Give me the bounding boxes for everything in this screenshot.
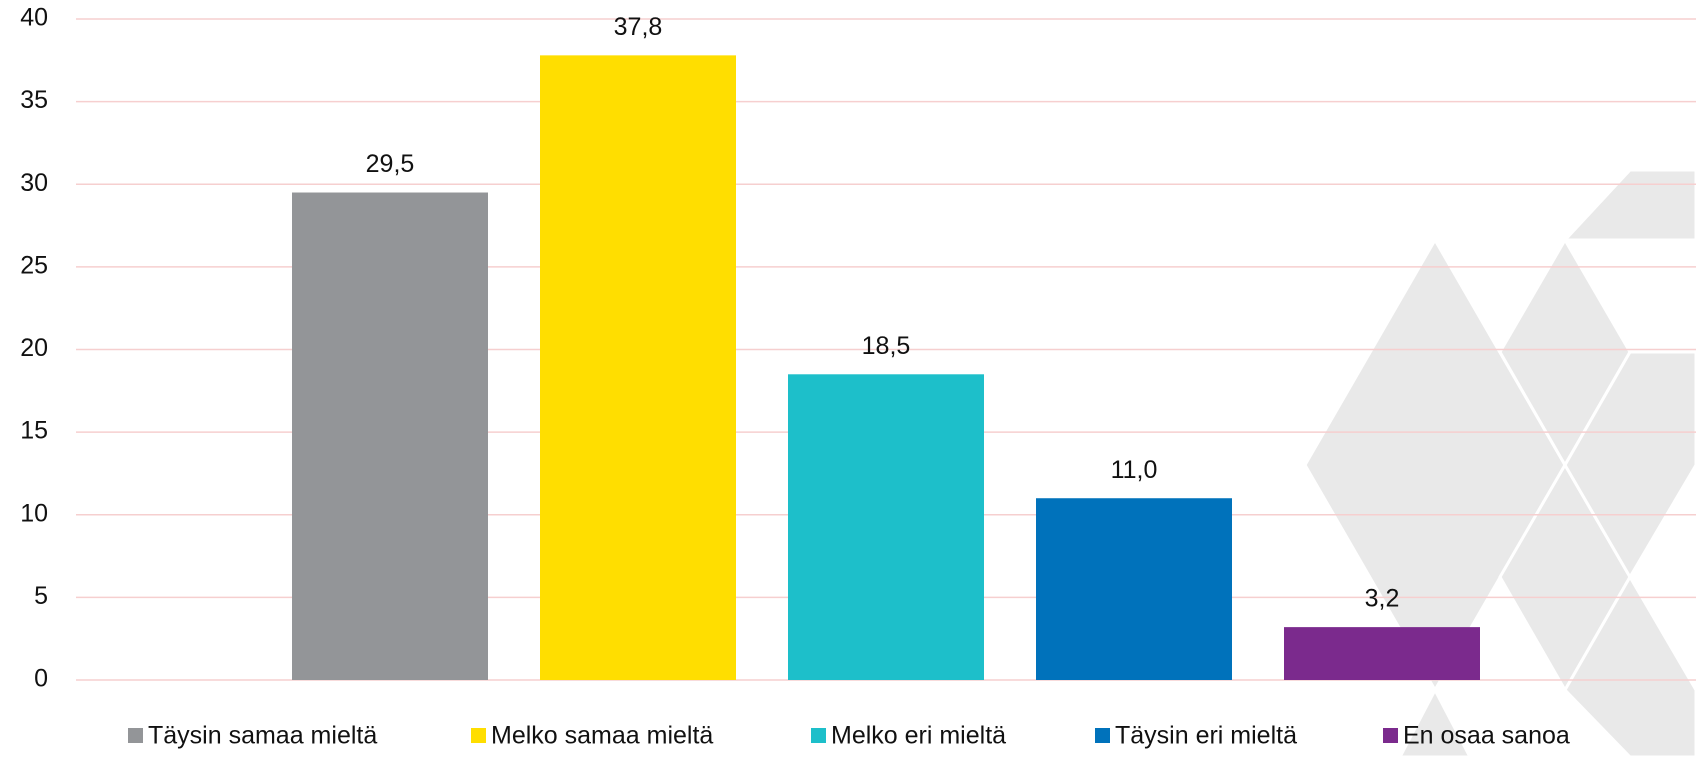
legend-swatch xyxy=(1383,728,1398,743)
data-label: 18,5 xyxy=(862,332,911,360)
legend-label: Täysin samaa mieltä xyxy=(148,722,377,750)
y-tick-label: 30 xyxy=(20,169,48,197)
data-label: 11,0 xyxy=(1111,456,1158,484)
data-label: 37,8 xyxy=(614,13,663,41)
bar xyxy=(540,55,736,681)
y-tick-label: 20 xyxy=(20,334,48,362)
y-tick-label: 40 xyxy=(20,4,48,32)
bar xyxy=(788,374,984,680)
y-tick-label: 15 xyxy=(20,417,48,445)
bar xyxy=(1284,627,1480,680)
data-label: 29,5 xyxy=(366,150,415,178)
legend-swatch xyxy=(811,728,826,743)
data-label: 3,2 xyxy=(1365,585,1400,613)
legend-label: En osaa sanoa xyxy=(1403,722,1570,750)
bar xyxy=(1036,498,1232,680)
legend-swatch xyxy=(471,728,486,743)
y-tick-label: 35 xyxy=(20,86,48,114)
legend-label: Täysin eri mieltä xyxy=(1115,722,1297,750)
legend-label: Melko eri mieltä xyxy=(831,722,1006,750)
background-decoration xyxy=(1303,168,1696,757)
y-tick-label: 5 xyxy=(34,582,48,610)
bar xyxy=(292,192,488,680)
legend-label: Melko samaa mieltä xyxy=(491,722,713,750)
legend-swatch xyxy=(1095,728,1110,743)
legend-swatch xyxy=(128,728,143,743)
y-tick-label: 0 xyxy=(34,665,48,693)
y-tick-label: 10 xyxy=(20,499,48,527)
y-tick-label: 25 xyxy=(20,251,48,279)
